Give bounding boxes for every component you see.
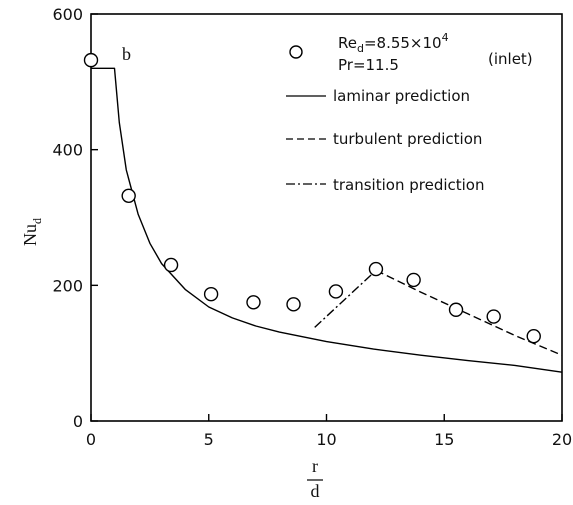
- data-point-marker: [368, 261, 384, 277]
- data-point-marker: [526, 329, 541, 344]
- x-axis-label-numerator: r: [312, 456, 318, 476]
- data-point-marker: [203, 286, 219, 302]
- data-point-marker: [246, 295, 261, 310]
- legend-label-transition: transition prediction: [333, 176, 485, 194]
- data-point-marker: [163, 257, 179, 273]
- legend-label-laminar: laminar prediction: [333, 87, 470, 105]
- y-tick-label: 200: [52, 276, 83, 295]
- legend-reynolds-sub: d: [357, 42, 364, 55]
- transition-prediction-line: [314, 269, 377, 328]
- x-tick-label: 15: [434, 430, 454, 449]
- data-point-marker: [286, 297, 301, 312]
- legend-reynolds-main: Re: [338, 34, 357, 52]
- legend: Red=8.55×104 Pr=11.5 (inlet) laminar pre…: [286, 31, 533, 194]
- x-tick-label: 10: [316, 430, 336, 449]
- legend-reynolds: Red=8.55×104: [338, 31, 449, 55]
- y-axis-label-main: Nu: [20, 224, 40, 246]
- x-tick-label: 0: [86, 430, 96, 449]
- y-tick-label: 400: [52, 141, 83, 160]
- y-axis-label-sub: d: [30, 218, 44, 224]
- x-axis-label-denominator: d: [311, 481, 320, 501]
- legend-marker-open-circle: [289, 45, 303, 59]
- laminar-prediction-line: [91, 67, 563, 373]
- legend-label-turbulent: turbulent prediction: [333, 130, 482, 148]
- data-point-marker: [406, 272, 421, 288]
- legend-prandtl: Pr=11.5: [338, 56, 399, 74]
- data-point-marker: [486, 309, 501, 324]
- curve-tag: b: [122, 44, 131, 64]
- y-tick-label: 0: [73, 412, 83, 431]
- x-tick-label: 5: [204, 430, 214, 449]
- data-point-marker: [448, 302, 464, 317]
- legend-reynolds-value: =8.55×10: [364, 34, 442, 52]
- y-axis-label: Nud: [20, 218, 44, 246]
- plot-frame: [90, 13, 563, 422]
- data-point-marker: [83, 52, 99, 68]
- x-tick-label: 20: [552, 430, 572, 449]
- legend-location: (inlet): [488, 50, 533, 68]
- y-tick-label: 600: [52, 5, 83, 24]
- data-point-marker: [121, 188, 136, 203]
- data-point-marker: [328, 284, 344, 299]
- legend-reynolds-exp: 4: [442, 31, 449, 44]
